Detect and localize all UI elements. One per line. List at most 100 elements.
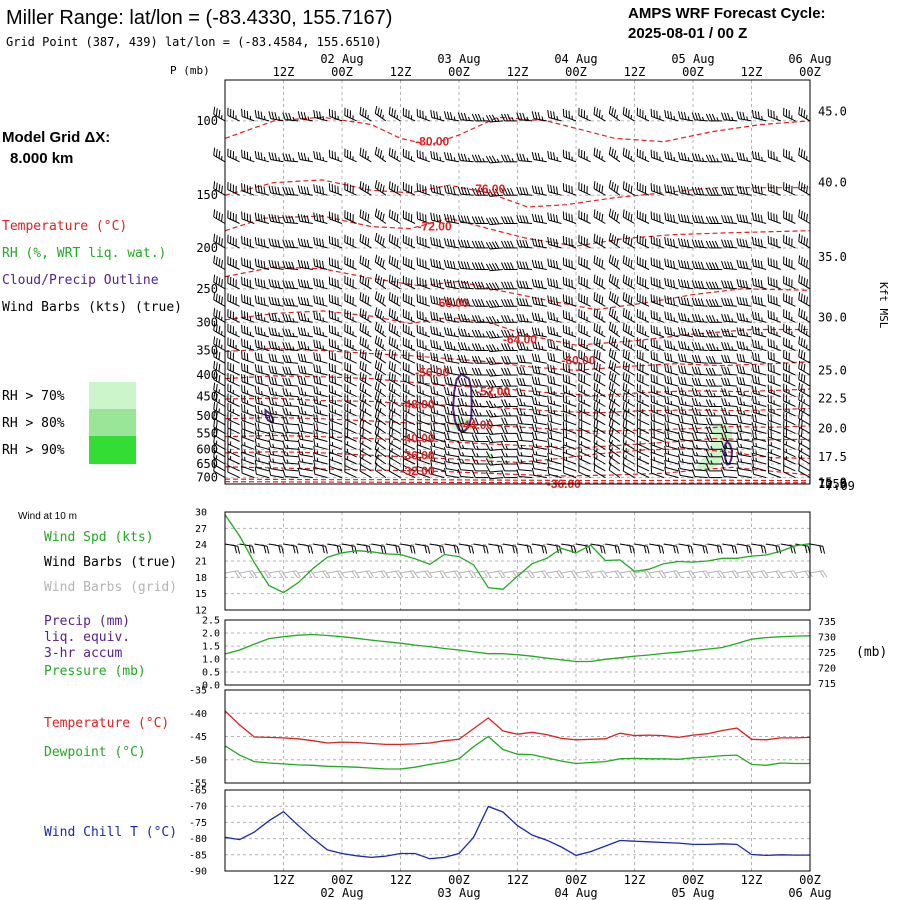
wind-barb-6-13 xyxy=(297,376,313,387)
wind-barb-18-5 xyxy=(471,262,489,270)
wind-barb-20-11 xyxy=(501,356,518,364)
wind-barb-22-21-staff xyxy=(533,454,547,458)
wind-barb-31-2-barb-1 xyxy=(667,185,670,193)
wind-barb-10-4 xyxy=(359,233,372,249)
wind-barb-36-15-barb-0 xyxy=(736,396,740,405)
wind-barb-26-8 xyxy=(593,308,606,323)
wind-barb-12-6-staff xyxy=(388,281,401,290)
wind-barb-34-11-barb-0 xyxy=(705,356,710,364)
wind-barb-12-23-barb-0 xyxy=(388,456,391,465)
wind-barb-15-4-barb-0 xyxy=(430,236,433,245)
wind-barb-22-21-halfbarb-1 xyxy=(535,451,538,456)
wind-barb-11-13-staff xyxy=(374,378,387,387)
wind-barb-18-1-barb-2 xyxy=(477,154,482,162)
wind-barb-7-7-barb-0 xyxy=(313,295,316,304)
wind-barb-14-6 xyxy=(416,276,430,290)
wind-barb-8-19-barb-1 xyxy=(331,430,334,439)
wind-barb-14-0-staff xyxy=(417,115,430,122)
wind-barb-23-10-staff xyxy=(548,346,562,351)
wind-barb-13-3-staff xyxy=(403,217,416,224)
wind-barb-1-13-barb-2 xyxy=(232,375,234,384)
wind-barb-10-3-barb-3 xyxy=(367,213,370,222)
wind-barb-5-24 xyxy=(282,469,299,479)
wind-barb-37-7 xyxy=(751,295,767,307)
wind-barb-22-8-barb-1 xyxy=(534,313,538,321)
wind-barb-14-1-barb-1 xyxy=(419,150,421,159)
wind-barb-9-5-staff xyxy=(344,263,357,270)
wind-barb-34-6-barb-3 xyxy=(714,281,719,289)
wind-barb-21-11 xyxy=(516,354,533,364)
wind-barb-13-19-barb-1 xyxy=(405,429,407,438)
wind-barb-25-0 xyxy=(578,107,591,122)
wind-barb-7-15-barb-1 xyxy=(316,396,319,404)
wind-barb-37-4-barb-1 xyxy=(754,237,757,246)
wind-barb-22-7-barb-2 xyxy=(537,297,541,306)
wind-barb-5-14-halfbarb-2 xyxy=(289,392,292,397)
wind-barb-15-13-staff xyxy=(431,382,445,387)
wind-barb-9-16 xyxy=(344,402,357,417)
wind-barb-31-5-barb-0 xyxy=(664,258,667,267)
wind-barb-4-14-barb-1 xyxy=(271,387,275,395)
wind-barb-10-3 xyxy=(359,209,372,224)
wind-barb-38-24-staff xyxy=(768,472,781,479)
wind-barb-7-0-barb-0 xyxy=(313,109,316,118)
wind-barb-5-3-staff xyxy=(285,221,299,224)
wind-barb-0-3-staff xyxy=(213,216,226,224)
wind-barb-17-7-barb-0 xyxy=(457,297,462,306)
wind-barb-9-2 xyxy=(344,182,357,196)
wind-barb-1-21-halfbarb-1 xyxy=(230,448,232,453)
wind-barb-8-9-barb-1 xyxy=(331,325,334,334)
wind-barb-2-21-halfbarb-1 xyxy=(244,449,246,454)
wind-barb-2-2-barb-3 xyxy=(249,186,252,194)
wind-barb-12-5-barb-1 xyxy=(391,256,394,265)
wind-barb-12-4-barb-1 xyxy=(391,235,394,243)
wind-barb-30-11-staff xyxy=(651,358,664,364)
wind-barb-11-14-barb-0 xyxy=(374,381,378,390)
wind-barb-20-7-barb-0 xyxy=(501,299,505,307)
wind-barb-17-16-staff xyxy=(460,414,474,417)
wind-barb-8-8-barb-2 xyxy=(334,312,336,320)
wind-barb-19-12-barb-1 xyxy=(488,368,494,377)
wind-barb-34-12-barb-2 xyxy=(711,367,716,376)
wind-barb-29-9-barb-0 xyxy=(636,323,639,332)
wind-barb-6-6-barb-1 xyxy=(300,279,304,288)
wind-barb-25-6 xyxy=(578,275,591,290)
wind-barb-1-5-staff xyxy=(227,263,240,270)
wind-barb-33-4-staff xyxy=(694,246,708,249)
wind-barb-6-7-barb-1 xyxy=(300,297,304,305)
wind-barb-19-10-staff xyxy=(489,350,503,353)
wind-barb-6-6-barb-3 xyxy=(306,280,310,289)
wind-barb-23-17-barb-0 xyxy=(547,413,550,422)
wind-barb-3-11-barb-2 xyxy=(260,353,263,362)
wind-barb-2-12-barb-2 xyxy=(246,364,249,373)
wind-barb-24-1 xyxy=(562,149,577,163)
wind-barb-5-10-staff xyxy=(285,348,299,351)
wind-barb-8-7-staff xyxy=(329,301,343,307)
wind-barb-14-17-barb-0 xyxy=(416,412,419,421)
wind-barb-0-19 xyxy=(213,427,226,442)
wind-barb-1-5-barb-2 xyxy=(232,258,234,267)
wind-barb-14-9-staff xyxy=(417,331,430,338)
wind-barb-15-14-barb-1 xyxy=(433,386,436,395)
wind-barb-6-12-barb-0 xyxy=(297,365,301,373)
wind-barb-21-22-staff xyxy=(519,462,533,465)
wind-barb-21-9-barb-0 xyxy=(516,328,520,336)
wind-barb-23-0-staff xyxy=(548,117,562,122)
wind-barb-24-10-barb-0 xyxy=(562,338,565,347)
wind-barb-14-16 xyxy=(416,403,430,417)
wind-barb-33-9-barb-2 xyxy=(697,328,702,337)
wind-barb-0-19-staff xyxy=(213,434,226,442)
wind-barb-1-19-barb-0 xyxy=(227,428,229,437)
wind-barb-17-8-halfbarb-3 xyxy=(467,318,471,323)
wind-barb-10-1-halfbarb-3 xyxy=(367,155,369,160)
wind-barb-0-7-barb-3 xyxy=(221,296,223,305)
wind-barb-9-18-barb-1 xyxy=(347,421,349,430)
wind-barb-29-1-barb-0 xyxy=(636,148,639,157)
wind-barb-0-4-barb-0 xyxy=(213,233,216,242)
wind-barb-2-5-barb-1 xyxy=(243,258,246,267)
wind-barb-10-6-barb-2 xyxy=(364,277,367,286)
wind-barb-24-3 xyxy=(562,211,577,224)
wind-barb-11-19-barb-0 xyxy=(374,426,378,435)
wind-barb-33-24-staff xyxy=(694,475,708,479)
wind-barb-2-15 xyxy=(241,394,255,407)
